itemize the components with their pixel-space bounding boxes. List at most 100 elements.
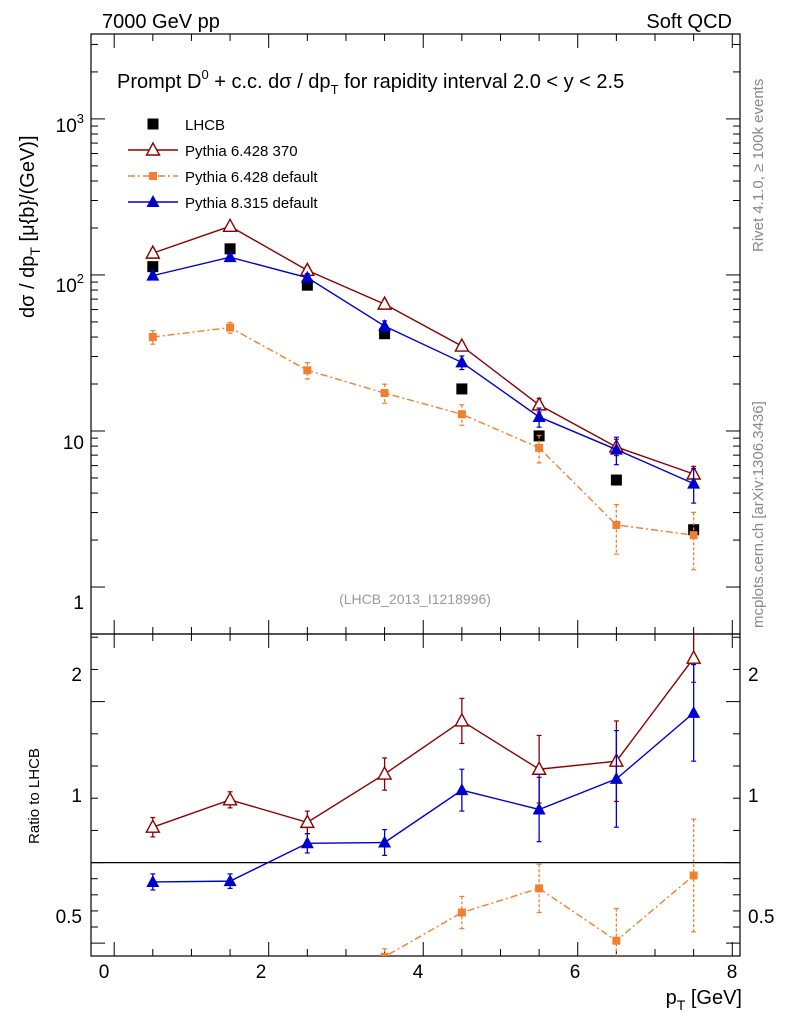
ratio-point-1-5	[531, 760, 547, 775]
ratio-point-1-0	[145, 818, 161, 833]
data-point-2-5	[535, 443, 544, 452]
legend-marker-2	[149, 172, 157, 180]
ratio-point-2-0	[149, 963, 157, 971]
xlabel-b: [GeV]	[685, 987, 742, 1009]
data-point-3-0	[146, 268, 160, 281]
ratio-point-1-2	[299, 813, 316, 829]
data-point-3-6	[609, 442, 623, 455]
x-axis-label: pT [GeV]	[666, 987, 742, 1013]
ratio-point-1-4	[454, 712, 470, 727]
series-line-3	[152, 256, 694, 485]
series-line-2	[152, 326, 694, 536]
ratio-point-2-5	[535, 884, 544, 893]
header-energy: 7000 GeV pp	[102, 11, 220, 33]
y-tick-100-sup: 2	[77, 271, 84, 286]
y-tick-1000: 103	[56, 111, 84, 137]
y-axis-label: dσ / dpT [μ{b}/(GeV)]	[17, 135, 43, 318]
ratio-tick-right-2: 2	[748, 665, 759, 686]
data-point-0-2	[301, 279, 313, 291]
y-tick-1000-base: 10	[56, 116, 77, 137]
ratio-point-1-7	[685, 649, 702, 664]
ratio-point-3-2	[300, 836, 314, 849]
ratio-line-1	[152, 657, 695, 828]
data-point-2-0	[148, 333, 157, 342]
legend-marker-0	[147, 118, 159, 130]
ylabel-b: [μ{b}/(GeV)]	[17, 135, 39, 247]
title-sub: T	[331, 82, 339, 97]
data-point-2-6	[612, 520, 621, 529]
data-point-1-0	[145, 244, 161, 259]
plot-title: Prompt D0 + c.c. dσ / dpT for rapidity i…	[117, 67, 624, 97]
chart-marks	[128, 118, 702, 982]
ratio-line-2	[384, 874, 695, 956]
data-point-0-0	[147, 261, 159, 273]
ratio-y-label: Ratio to LHCB	[26, 748, 43, 844]
y-tick-100-base: 10	[56, 276, 77, 297]
x-tick-6: 6	[570, 962, 581, 983]
ratio-point-3-1	[223, 874, 237, 887]
header-process: Soft QCD	[646, 11, 732, 33]
ratio-point-3-0	[146, 874, 160, 887]
ylabel-sub: T	[27, 247, 43, 256]
ratio-point-2-6	[612, 936, 621, 945]
data-point-3-1	[223, 250, 237, 263]
ratio-point-2-7	[689, 871, 698, 880]
ratio-tick-1: 1	[71, 786, 82, 807]
title-part-a: Prompt D	[117, 71, 201, 93]
ratio-point-3-4	[455, 783, 469, 796]
ratio-tick-right-1: 1	[748, 786, 759, 807]
data-point-1-1	[222, 217, 238, 232]
ratio-tick-right-05: 0.5	[748, 907, 774, 928]
data-point-1-4	[454, 337, 470, 352]
data-point-2-4	[457, 410, 466, 419]
data-point-3-4	[455, 355, 469, 368]
data-point-3-7	[687, 476, 701, 489]
ratio-marks	[145, 634, 702, 982]
ylabel-a: dσ / dp	[17, 256, 39, 318]
ratio-point-3-6	[609, 771, 623, 784]
x-tick-8: 8	[727, 962, 738, 983]
legend-marker-1	[145, 141, 161, 156]
legend-label-0: LHCB	[185, 117, 225, 134]
x-tick-4: 4	[413, 962, 424, 983]
data-point-3-2	[300, 270, 314, 283]
title-part-b: + c.c. dσ / dp	[209, 71, 331, 93]
y-tick-10: 10	[63, 433, 84, 454]
data-point-0-3	[379, 328, 391, 340]
title-part-c: for rapidity interval 2.0 < y < 2.5	[339, 71, 625, 93]
ratio-point-3-5	[532, 802, 546, 815]
ratio-tick-2: 2	[71, 665, 82, 686]
ratio-point-3-7	[687, 705, 701, 718]
ratio-point-1-3	[376, 765, 393, 780]
x-tick-2: 2	[256, 962, 267, 983]
ratio-point-3-3	[378, 835, 392, 848]
y-tick-1: 1	[73, 593, 84, 614]
series-line-1	[152, 225, 694, 475]
legend-marker-3	[146, 195, 160, 207]
data-point-2-2	[303, 366, 312, 375]
analysis-id: (LHCB_2013_I1218996)	[339, 591, 491, 607]
data-point-2-7	[689, 531, 698, 540]
y-tick-100: 102	[56, 271, 84, 297]
data-point-0-1	[224, 243, 236, 255]
xlabel-a: p	[666, 987, 677, 1009]
axis-ticks	[91, 34, 740, 956]
ratio-line-3	[152, 712, 695, 883]
legend-label-1: Pythia 6.428 370	[185, 143, 298, 160]
ratio-point-2-2	[303, 974, 311, 982]
rivet-label: Rivet 4.1.0, ≥ 100k events	[750, 79, 767, 252]
data-point-3-5	[532, 409, 546, 422]
data-point-1-3	[376, 295, 393, 310]
y-tick-1000-sup: 3	[77, 111, 84, 126]
legend-label-3: Pythia 8.315 default	[185, 195, 318, 212]
ratio-point-2-4	[457, 908, 466, 917]
ratio-plot-frame	[90, 633, 741, 957]
ratio-point-2-1	[226, 970, 234, 978]
data-point-0-6	[610, 474, 622, 486]
ratio-point-1-1	[222, 791, 238, 806]
data-point-0-4	[456, 383, 468, 395]
x-tick-0: 0	[99, 962, 110, 983]
xlabel-sub: T	[677, 997, 686, 1013]
ratio-tick-05: 0.5	[56, 907, 82, 928]
